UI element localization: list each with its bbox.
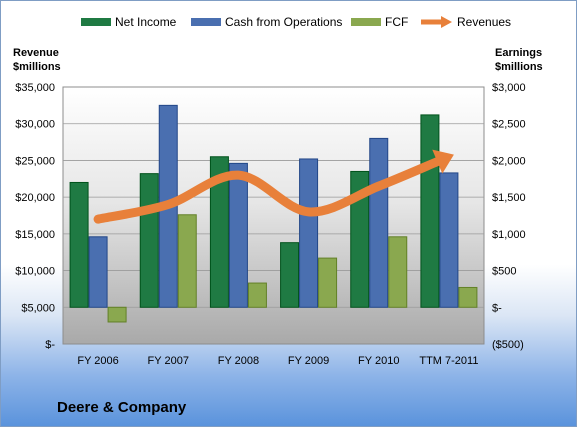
legend-item-fcf: FCF [351,15,408,29]
legend-item-cash-from-operations: Cash from Operations [191,15,342,29]
right-tick-label: $2,500 [492,119,526,131]
right-tick-label: $500 [492,266,516,278]
legend-item-net-income: Net Income [81,15,176,29]
bar-cash-from-operations [439,172,459,308]
right-tick-label: $1,000 [492,229,526,241]
left-axis-title-line2: $millions [13,61,61,73]
bar-cash-from-operations [299,158,319,308]
right-axis-title-line1: Earnings [495,47,543,59]
right-tick-label: $3,000 [492,82,526,94]
legend-label: Revenues [457,15,512,29]
left-tick-label: $15,000 [15,229,55,241]
x-tick-label: TTM 7-2011 [419,355,478,367]
legend-arrow-icon [421,16,452,28]
right-axis-title-line2: $millions [495,61,543,73]
left-tick-label: $- [45,339,55,351]
bar-fcf [177,214,197,308]
left-tick-label: $5,000 [21,302,55,314]
right-tick-label: $- [492,302,502,314]
x-tick-label: FY 2006 [77,355,118,367]
left-tick-label: $30,000 [15,119,55,131]
bar-net-income [420,114,440,308]
x-tick-label: FY 2009 [288,355,329,367]
left-tick-label: $20,000 [15,192,55,204]
bar-cash-from-operations [88,236,108,308]
x-tick-label: FY 2008 [218,355,259,367]
company-name: Deere & Company [57,399,187,416]
left-tick-label: $10,000 [15,266,55,278]
legend-item-revenues: Revenues [419,15,511,29]
left-axis-title-line1: Revenue [13,47,59,59]
right-tick-label: $2,000 [492,155,526,167]
bar-fcf [247,282,267,308]
bar-net-income [139,173,159,308]
revenue-line [93,157,442,224]
legend-swatch [81,18,111,26]
right-axis-title: Earnings $millions [495,46,543,74]
x-tick-label: FY 2010 [358,355,399,367]
left-tick-label: $25,000 [15,155,55,167]
bar-net-income [280,242,300,308]
legend-label: Cash from Operations [225,15,343,29]
right-tick-label: $1,500 [492,192,526,204]
x-tick-label: FY 2007 [148,355,189,367]
bar-cash-from-operations [369,137,389,308]
legend-swatch [351,18,381,26]
legend-swatch [191,18,221,26]
bar-fcf [318,257,338,308]
legend-label: Net Income [115,15,177,29]
revenue-arrowhead [432,149,454,174]
bar-fcf [107,306,127,323]
left-axis-title: Revenue $millions [13,46,61,74]
bar-net-income [69,181,89,308]
left-tick-label: $35,000 [15,82,55,94]
bar-fcf [388,236,408,308]
bar-cash-from-operations [228,162,248,308]
legend: Net Income Cash from Operations FCF Reve… [1,15,576,35]
bar-fcf [458,286,478,308]
legend-label: FCF [385,15,409,29]
right-tick-label: ($500) [492,339,524,351]
bar-net-income [350,170,370,308]
bar-net-income [209,156,229,308]
